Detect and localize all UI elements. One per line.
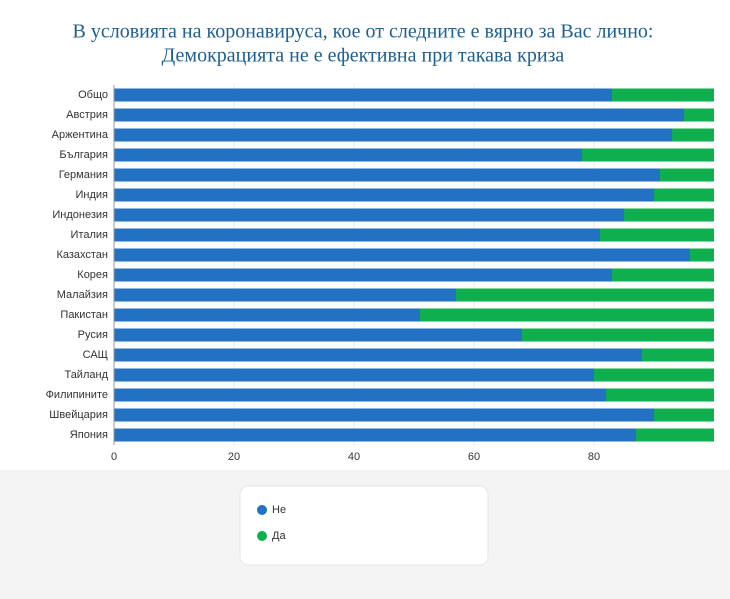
bar-segment	[114, 108, 684, 122]
bar-segment	[114, 328, 522, 342]
legend-box	[239, 485, 489, 566]
y-tick-label: Индия	[75, 189, 108, 201]
bar-segment	[114, 208, 624, 222]
bar-segment	[456, 288, 714, 302]
bar-segment	[114, 248, 690, 262]
bar-segment	[684, 108, 714, 122]
y-tick-label: Тайланд	[64, 369, 108, 381]
bar-segment	[660, 168, 714, 182]
y-tick-label: Пакистан	[60, 309, 108, 321]
bar-segment	[600, 228, 714, 242]
y-tick-label: САЩ	[83, 349, 108, 361]
chart-subtitle: Демокрацията не е ефективна при такава к…	[162, 45, 565, 67]
bar-segment	[594, 368, 714, 382]
legend-marker	[257, 531, 267, 541]
bar-segment	[114, 348, 642, 362]
x-tick-label: 40	[348, 451, 360, 463]
y-tick-label: Япония	[70, 429, 108, 441]
bar-segment	[114, 368, 594, 382]
bar-segment	[654, 408, 714, 422]
legend-label: Не	[272, 504, 286, 516]
bar-segment	[114, 428, 636, 442]
y-tick-label: Русия	[78, 329, 108, 341]
bar-segment	[654, 188, 714, 202]
x-tick-label: 0	[111, 451, 117, 463]
y-tick-label: Индонезия	[52, 209, 108, 221]
bar-segment	[114, 168, 660, 182]
bar-segment	[642, 348, 714, 362]
legend-label: Да	[272, 530, 286, 542]
bar-segment	[690, 248, 714, 262]
bar-segment	[582, 148, 714, 162]
bar-segment	[114, 408, 654, 422]
x-tick-label: 20	[228, 451, 240, 463]
x-tick-label: 80	[588, 451, 600, 463]
bar-segment	[114, 88, 612, 102]
bar-segment	[522, 328, 714, 342]
y-tick-label: Малайзия	[57, 289, 108, 301]
y-tick-label: Корея	[77, 269, 108, 281]
bar-segment	[114, 388, 606, 402]
y-tick-label: Германия	[59, 169, 108, 181]
bar-segment	[114, 228, 600, 242]
chart-title: В условията на коронавируса, кое от след…	[73, 21, 654, 43]
bar-segment	[606, 388, 714, 402]
bar-segment	[114, 148, 582, 162]
bar-segment	[114, 268, 612, 282]
y-tick-label: Общо	[78, 89, 108, 101]
y-tick-label: Филипините	[46, 389, 108, 401]
y-tick-label: Италия	[71, 229, 109, 241]
bar-segment	[612, 268, 714, 282]
bar-segment	[114, 188, 654, 202]
bar-segment	[420, 308, 714, 322]
bar-segment	[114, 288, 456, 302]
y-tick-label: Аржентина	[52, 129, 109, 141]
x-tick-label: 60	[468, 451, 480, 463]
bar-segment	[612, 88, 714, 102]
bar-segment	[624, 208, 714, 222]
bar-segment	[672, 128, 714, 142]
y-tick-label: Казахстан	[56, 249, 108, 261]
bar-segment	[114, 128, 672, 142]
y-tick-label: Швейцария	[49, 409, 108, 421]
bar-segment	[114, 308, 420, 322]
legend-marker	[257, 505, 267, 515]
y-tick-label: България	[59, 149, 108, 161]
bar-segment	[636, 428, 714, 442]
y-tick-label: Австрия	[66, 109, 108, 121]
